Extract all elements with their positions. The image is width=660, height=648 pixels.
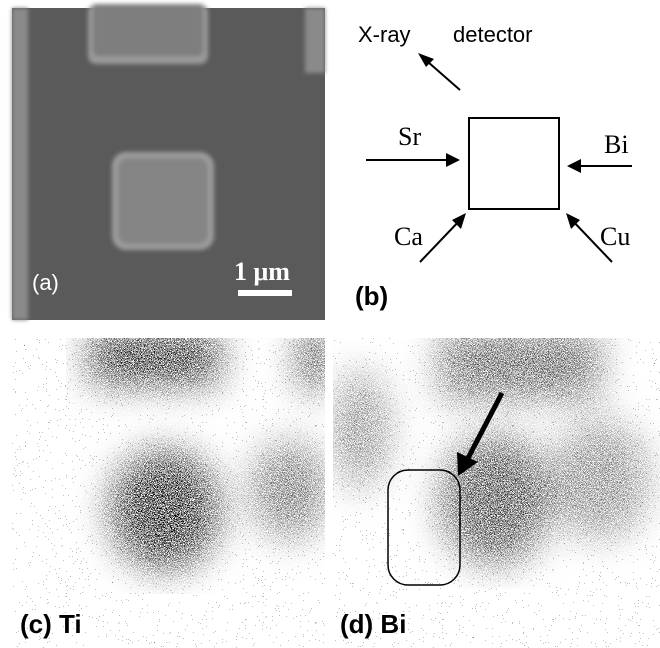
arrow (420, 218, 462, 262)
panel-label: (a) (32, 270, 59, 295)
panel-label: (d) Bi (340, 609, 406, 639)
element-label: Ca (394, 222, 423, 251)
panel-label: (c) Ti (20, 609, 82, 639)
label: X-ray (358, 22, 411, 47)
element-label: Cu (600, 222, 630, 251)
panel-c (12, 338, 325, 648)
sample (469, 118, 559, 209)
scale-label: 1 μm (234, 257, 290, 286)
element-label: Bi (604, 130, 629, 159)
page: (a) 1 μm X-ray detector Sr Bi Ca Cu (b) … (0, 0, 660, 648)
panel-a: (a) 1 μm (12, 4, 325, 320)
element-label: Sr (398, 122, 421, 151)
panel-label: (b) (355, 281, 388, 311)
figure: (a) 1 μm X-ray detector Sr Bi Ca Cu (b) … (0, 0, 660, 648)
label: detector (453, 22, 533, 47)
scale-bar (238, 290, 292, 296)
panel-d (333, 338, 660, 648)
